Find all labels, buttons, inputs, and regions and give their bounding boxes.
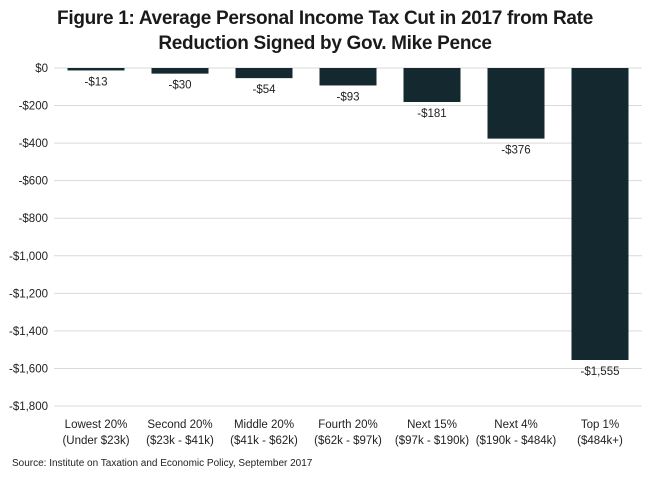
x-tick-label: ($23k - $41k) bbox=[146, 435, 214, 447]
bar bbox=[235, 68, 293, 79]
data-label: -$376 bbox=[501, 145, 530, 157]
x-tick-label: ($484k+) bbox=[577, 435, 623, 447]
y-tick-label: -$800 bbox=[19, 213, 48, 225]
data-label: -$30 bbox=[168, 80, 191, 92]
bar bbox=[67, 68, 125, 71]
y-tick-label: -$1,800 bbox=[9, 401, 48, 413]
bar bbox=[151, 68, 209, 74]
chart-title-line-1: Figure 1: Average Personal Income Tax Cu… bbox=[57, 8, 593, 29]
x-tick-label: Middle 20% bbox=[234, 419, 294, 431]
y-tick-label: -$400 bbox=[19, 138, 48, 150]
data-label: -$93 bbox=[336, 91, 359, 103]
x-tick-label: ($62k - $97k) bbox=[314, 435, 382, 447]
x-tick-label: Next 15% bbox=[407, 419, 457, 431]
bar bbox=[319, 68, 377, 86]
x-tick-label: ($190k - $484k) bbox=[476, 435, 557, 447]
data-label: -$54 bbox=[252, 84, 276, 96]
bar bbox=[403, 68, 461, 102]
y-tick-label: -$1,600 bbox=[9, 363, 48, 375]
data-label: -$181 bbox=[417, 108, 446, 120]
chart-title-line-2: Reduction Signed by Gov. Mike Pence bbox=[158, 33, 492, 54]
x-tick-label: ($41k - $62k) bbox=[230, 435, 298, 447]
y-tick-label: -$600 bbox=[19, 176, 48, 188]
bar bbox=[571, 68, 629, 360]
x-tick-label: Fourth 20% bbox=[318, 419, 377, 431]
x-tick-label: ($97k - $190k) bbox=[395, 435, 469, 447]
y-tick-label: -$200 bbox=[19, 101, 48, 113]
data-label: -$13 bbox=[84, 76, 107, 88]
data-label: -$1,555 bbox=[580, 366, 619, 378]
x-tick-label: (Under $23k) bbox=[62, 435, 129, 447]
bar bbox=[487, 68, 545, 139]
x-tick-label: Lowest 20% bbox=[65, 419, 128, 431]
x-tick-label: Next 4% bbox=[494, 419, 537, 431]
y-tick-label: $0 bbox=[35, 63, 48, 75]
chart-title: Figure 1: Average Personal Income Tax Cu… bbox=[0, 6, 650, 56]
x-tick-label: Top 1% bbox=[581, 419, 619, 431]
source-note: Source: Institute on Taxation and Econom… bbox=[12, 458, 313, 469]
y-tick-label: -$1,200 bbox=[9, 288, 48, 300]
y-tick-label: -$1,400 bbox=[9, 326, 48, 338]
x-tick-label: Second 20% bbox=[147, 419, 212, 431]
y-tick-label: -$1,000 bbox=[9, 251, 48, 263]
